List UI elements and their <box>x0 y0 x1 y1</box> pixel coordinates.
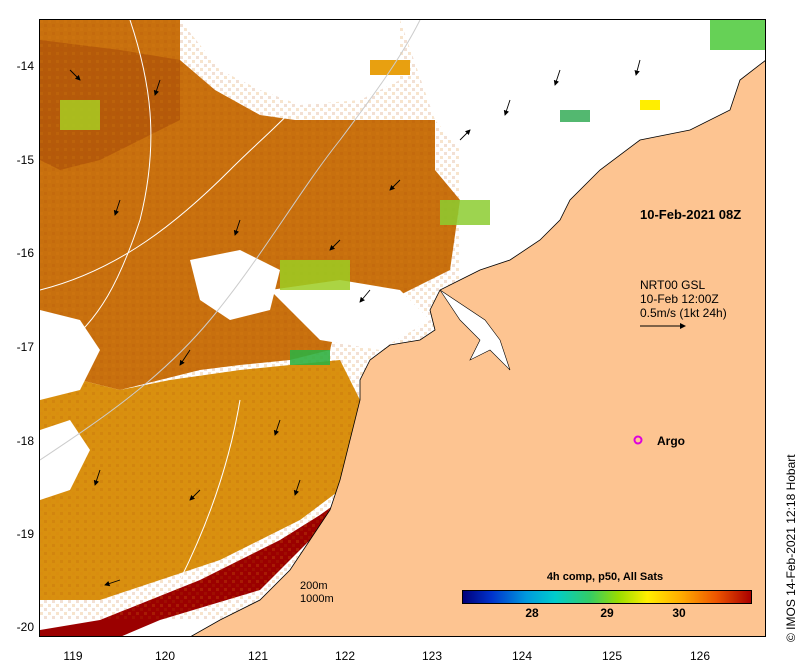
lat-tick: -20 <box>16 620 34 634</box>
contour-200m <box>40 20 341 291</box>
current-legend-line3: 0.5m/s (1kt 24h) <box>640 306 727 320</box>
sst-map-canvas <box>40 20 766 637</box>
lat-tick: -15 <box>16 153 34 167</box>
colorbar-tick: 28 <box>525 606 539 620</box>
credit-label: © IMOS 14-Feb-2021 12:18 Hobart <box>784 454 798 642</box>
contour-1000m-label: 1000m <box>300 593 334 605</box>
colorbar <box>462 590 752 604</box>
current-arrows <box>69 59 641 587</box>
datetime-label: 10-Feb-2021 08Z <box>640 207 742 222</box>
lat-tick: -19 <box>16 527 34 541</box>
cloud-gap-2 <box>40 310 100 400</box>
lon-tick: 122 <box>334 649 356 663</box>
cloud-gap-6 <box>400 20 740 170</box>
depth-contour-legend: 200m 1000m <box>300 580 334 606</box>
colorbar-tick: 30 <box>672 606 686 620</box>
contour-200m-label: 200m <box>300 580 328 592</box>
colorbar-title: 4h comp, p50, All Sats <box>546 571 664 583</box>
cloud-gap-4 <box>270 280 430 350</box>
lon-tick: 119 <box>63 649 83 663</box>
argo-label: Argo <box>657 434 685 448</box>
contour-1000m <box>40 20 421 461</box>
lat-tick: -14 <box>16 59 34 73</box>
cloud-gap-5 <box>40 420 90 500</box>
current-legend-line2: 10-Feb 12:00Z <box>640 292 719 306</box>
argo-float-icon[interactable] <box>633 435 643 445</box>
lon-tick: 120 <box>154 649 176 663</box>
lat-tick: -17 <box>16 340 34 354</box>
current-legend-line1: NRT00 GSL <box>640 278 706 292</box>
lon-tick: 125 <box>601 649 623 663</box>
lon-tick: 126 <box>689 649 711 663</box>
lat-tick: -16 <box>16 246 34 260</box>
sst-map[interactable] <box>40 20 766 637</box>
current-legend: NRT00 GSL 10-Feb 12:00Z 0.5m/s (1kt 24h) <box>640 278 727 320</box>
cloud-gap-3 <box>190 250 280 320</box>
colorbar-tick: 29 <box>600 606 614 620</box>
lon-tick: 124 <box>511 649 533 663</box>
lon-tick: 121 <box>247 649 269 663</box>
cloud-gap-1 <box>180 20 400 105</box>
lon-tick: 123 <box>421 649 443 663</box>
lat-tick: -18 <box>16 434 34 448</box>
